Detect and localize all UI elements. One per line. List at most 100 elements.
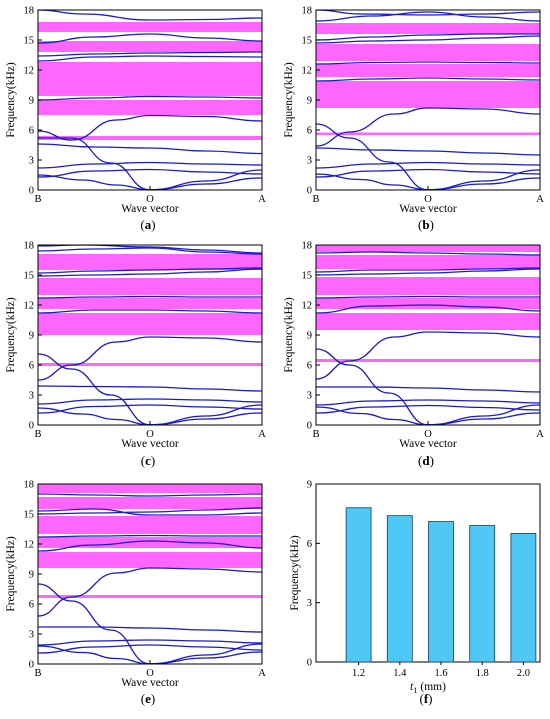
x-tick-label: O <box>424 429 432 440</box>
band-curve-6 <box>38 137 151 190</box>
y-tick-label: 12 <box>302 301 313 312</box>
x-tick-label: A <box>536 429 544 440</box>
bar-2.0 <box>510 533 537 663</box>
band-curve-9 <box>38 540 262 552</box>
band-curve-1 <box>316 404 540 414</box>
x-tick-label: 1.4 <box>393 668 407 679</box>
bandgap-3 <box>316 64 540 77</box>
x-tick-label: A <box>258 194 266 205</box>
plot-frame <box>315 244 541 426</box>
band-curve-2 <box>38 639 262 646</box>
bandgap-1 <box>316 132 540 135</box>
band-curve-12 <box>38 508 262 516</box>
band-curve-13 <box>38 247 262 255</box>
x-tick-label: B <box>312 429 319 440</box>
band-curve-6 <box>316 123 429 190</box>
band-curve-8 <box>38 567 262 617</box>
bar-1.8 <box>469 525 496 663</box>
y-tick-label: 9 <box>307 480 312 491</box>
band-curve-3 <box>316 147 540 156</box>
band-curve-1 <box>316 168 540 178</box>
band-curve-2 <box>38 161 262 169</box>
y-tick-label: 0 <box>307 658 312 669</box>
plot-frame <box>37 483 263 665</box>
band-curve-1 <box>38 404 262 414</box>
y-tick-label: 12 <box>24 540 35 551</box>
x-tick-label: B <box>34 429 41 440</box>
band-curve-6 <box>316 348 429 425</box>
x-tick-label: A <box>258 429 266 440</box>
x-axis-label: Wave vector <box>399 203 457 215</box>
band-curve-3 <box>38 626 262 633</box>
bandgap-3 <box>38 62 262 96</box>
bandgap-3 <box>38 537 262 548</box>
y-tick-label: 3 <box>307 391 312 402</box>
y-tick-label: 18 <box>24 480 35 491</box>
panel-a: 0 3 6 9 12 15 18 B O A Wave vector Frequency(kHz) (a… <box>5 6 266 233</box>
band-curve-1 <box>38 644 262 654</box>
bandgap-5 <box>316 255 540 269</box>
panel-label: (f) <box>419 691 432 706</box>
band-curve-12 <box>316 267 540 273</box>
plot-frame <box>315 483 541 663</box>
x-tick-label: O <box>146 668 154 679</box>
x-tick-label: O <box>146 429 154 440</box>
bandgap-1 <box>316 359 540 362</box>
band-curve-7 <box>427 177 540 190</box>
x-tick-label: A <box>536 194 544 205</box>
y-tick-label: 18 <box>302 6 313 17</box>
band-curve-13 <box>316 251 540 256</box>
band-curve-10 <box>316 295 540 299</box>
band-curve-8 <box>316 107 540 147</box>
bandgap-2 <box>38 313 262 335</box>
y-tick-label: 6 <box>29 126 34 137</box>
y-tick-label: 3 <box>29 391 34 402</box>
bandgap-4 <box>316 44 540 61</box>
band-curve-11 <box>38 507 262 515</box>
band-curve-7 <box>427 412 540 425</box>
y-tick-label: 9 <box>29 331 34 342</box>
band-curve-11 <box>316 268 540 276</box>
bandgap-4 <box>38 516 262 534</box>
band-curve-3 <box>38 143 262 155</box>
y-tick-label: 15 <box>302 271 313 282</box>
bandgap-4 <box>38 41 262 52</box>
y-axis-label: Frequency(kHz) <box>283 62 295 138</box>
x-axis-label: Wave vector <box>121 203 179 215</box>
bar-1.6 <box>428 521 454 663</box>
band-curve-10 <box>38 534 262 538</box>
x-tick-label: O <box>146 194 154 205</box>
y-tick-label: 9 <box>307 96 312 107</box>
band-curve-2 <box>316 399 540 406</box>
y-tick-label: 3 <box>29 630 34 641</box>
band-curve-8 <box>38 114 262 141</box>
band-curve-13 <box>38 493 262 497</box>
y-axis-label: Frequency(kHz) <box>283 297 295 373</box>
y-tick-label: 9 <box>307 331 312 342</box>
band-curve-5 <box>427 169 540 190</box>
bandgap-3 <box>38 298 262 309</box>
y-tick-label: 18 <box>24 6 35 17</box>
y-tick-label: 9 <box>29 570 34 581</box>
band-curve-5 <box>149 169 262 190</box>
y-tick-label: 0 <box>29 421 34 432</box>
x-axis-label: Wave vector <box>121 438 179 450</box>
y-tick-label: 18 <box>302 241 313 252</box>
band-curve-6 <box>38 583 151 664</box>
x-tick-label: B <box>312 194 319 205</box>
bandgap-5 <box>38 254 262 270</box>
bandgap-4 <box>316 277 540 295</box>
band-curve-8 <box>38 336 262 381</box>
band-curve-9 <box>38 95 262 101</box>
x-tick-label: O <box>424 194 432 205</box>
bandgap-1 <box>38 136 262 140</box>
band-curve-10 <box>38 55 262 62</box>
band-curve-10 <box>316 61 540 65</box>
bandgap-5 <box>38 22 262 32</box>
bandgap-5 <box>316 23 540 34</box>
panel-label: (e) <box>141 691 155 706</box>
y-tick-label: 12 <box>302 66 313 77</box>
bar-1.4 <box>386 515 413 663</box>
band-curve-5 <box>149 404 262 425</box>
band-curve-4 <box>316 406 429 425</box>
